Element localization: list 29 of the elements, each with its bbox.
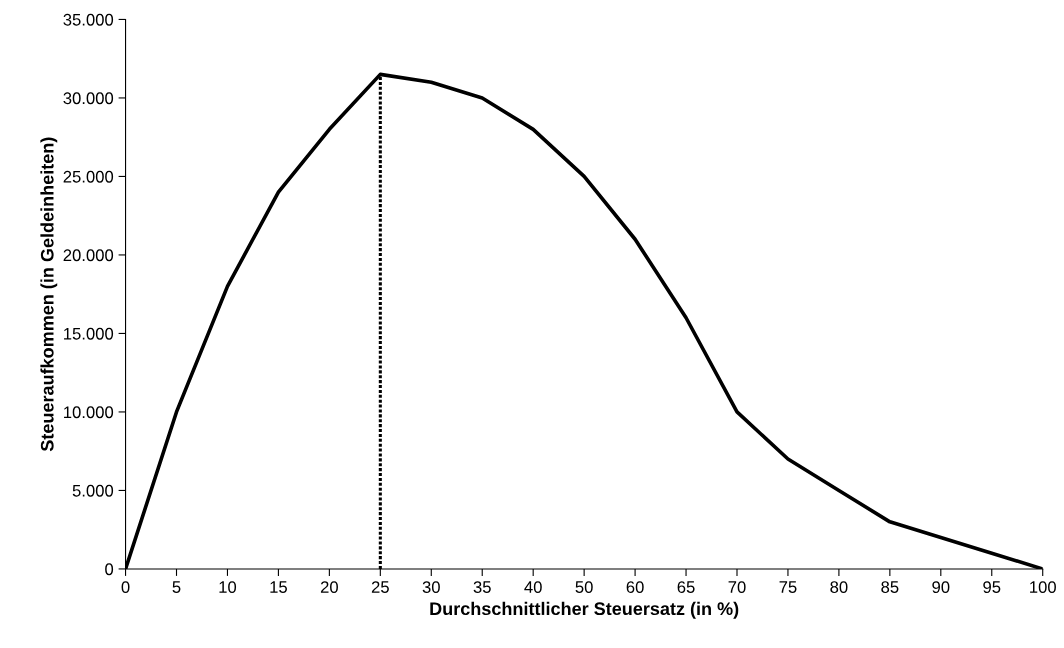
x-tick-label: 95 xyxy=(983,581,1001,593)
y-tick-label: 5.000 xyxy=(72,484,114,497)
x-tick-label: 25 xyxy=(371,581,389,593)
x-tick-label: 0 xyxy=(121,581,130,593)
y-tick-label: 25.000 xyxy=(63,170,114,183)
y-tick-label: 30.000 xyxy=(63,92,114,105)
x-tick-label: 70 xyxy=(728,581,746,593)
x-tick-label: 15 xyxy=(270,581,287,593)
x-tick-label: 85 xyxy=(881,581,899,593)
x-tick-label: 20 xyxy=(320,581,338,593)
x-axis-title: Durchschnittlicher Steuersatz (in %) xyxy=(430,601,739,619)
x-tick-label: 40 xyxy=(524,581,542,593)
x-tick-label: 65 xyxy=(677,581,695,593)
y-tick-label: 35.000 xyxy=(63,13,114,26)
x-tick-label: 50 xyxy=(575,581,593,593)
x-tick-label: 35 xyxy=(473,581,491,593)
x-tick-label: 90 xyxy=(932,581,950,593)
x-tick-label: 80 xyxy=(830,581,848,593)
y-tick-label: 0 xyxy=(105,563,114,576)
y-tick-label: 15.000 xyxy=(64,327,114,340)
y-tick-label: 20.000 xyxy=(63,249,114,262)
x-tick-label: 60 xyxy=(626,581,644,593)
x-tick-label: 10 xyxy=(219,581,237,593)
x-tick-label: 30 xyxy=(422,581,440,593)
y-tick-label: 10.000 xyxy=(64,406,114,419)
x-tick-label: 75 xyxy=(779,581,797,593)
x-tick-label: 100 xyxy=(1030,581,1056,593)
x-tick-label: 5 xyxy=(172,581,181,593)
y-axis-title: Steueraufkommen (in Geldeinheiten) xyxy=(40,137,58,452)
